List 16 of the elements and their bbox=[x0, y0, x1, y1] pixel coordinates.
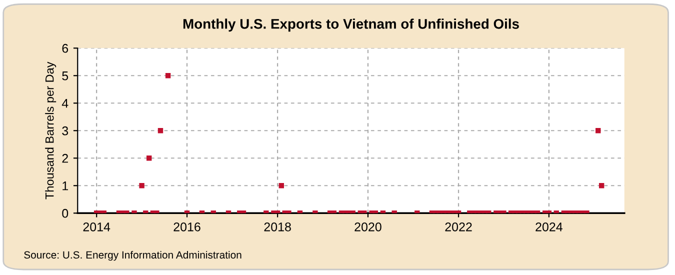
source-note: Source: U.S. Energy Information Administration bbox=[24, 250, 242, 261]
chart-title: Monthly U.S. Exports to Vietnam of Unfinished Oils bbox=[183, 18, 519, 32]
x-tick-label: 2020 bbox=[354, 222, 382, 232]
y-tick-label: 5 bbox=[62, 72, 68, 80]
x-tick-label: 2024 bbox=[536, 222, 562, 232]
y-axis-title: Thousand Barrels per Day bbox=[45, 62, 56, 200]
x-tick-label: 2016 bbox=[174, 222, 200, 232]
x-tick-label: 2022 bbox=[445, 222, 472, 232]
x-tick-label: 2014 bbox=[83, 222, 110, 232]
y-tick-label: 3 bbox=[62, 126, 68, 136]
x-tick-label: 2018 bbox=[264, 222, 291, 232]
y-tick-label: 4 bbox=[62, 99, 68, 108]
y-tick-label: 6 bbox=[62, 44, 68, 53]
y-tick-label: 0 bbox=[62, 208, 68, 218]
y-tick-label: 1 bbox=[62, 182, 68, 190]
y-tick-label: 2 bbox=[62, 154, 68, 163]
